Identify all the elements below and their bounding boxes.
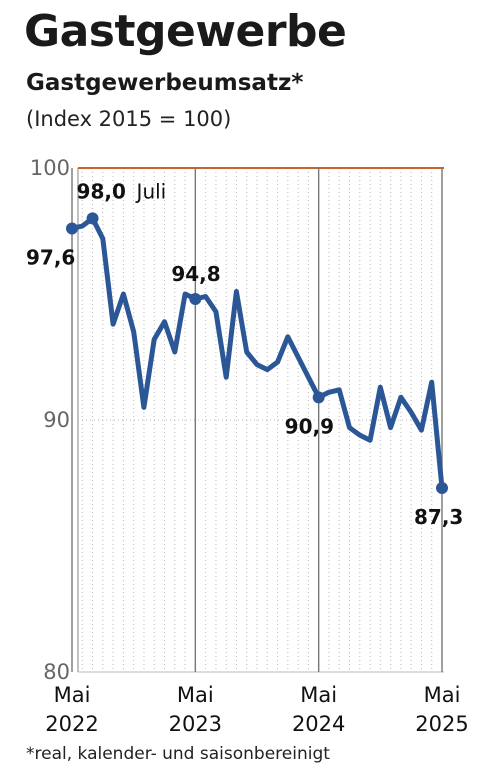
chart-footnote: *real, kalender- und saisonbereinigt <box>26 744 330 764</box>
x-tick-label-year: 2024 <box>292 712 345 736</box>
data-point-marker <box>436 482 448 495</box>
series-line <box>69 215 445 491</box>
chart-index-note: (Index 2015 = 100) <box>26 107 232 131</box>
chart-subtitle: Gastgewerbeumsatz* <box>26 70 304 96</box>
x-tick-label-month: Mai <box>424 683 461 707</box>
x-tick-label-year: 2023 <box>169 712 222 736</box>
x-tick-label-year: 2025 <box>415 712 468 736</box>
data-point-marker <box>66 222 78 235</box>
data-label: 87,3 <box>414 505 463 529</box>
data-label: 97,6 <box>26 245 75 269</box>
x-tick-label-month: Mai <box>177 683 214 707</box>
data-label: 90,9 <box>285 414 334 438</box>
data-label: 98,0 <box>77 179 126 203</box>
y-tick-label: 80 <box>43 660 70 684</box>
data-label: 94,8 <box>171 262 220 286</box>
data-label-suffix: Juli <box>135 179 167 203</box>
chart-title: Gastgewerbe <box>24 6 347 57</box>
y-tick-label: 90 <box>43 408 70 432</box>
x-tick-label-year: 2022 <box>45 712 98 736</box>
data-point-marker <box>189 293 202 306</box>
x-tick-label-month: Mai <box>300 683 337 707</box>
data-point-marker <box>86 212 99 225</box>
data-point-marker <box>312 391 325 404</box>
y-tick-label: 100 <box>30 156 70 180</box>
x-tick-label-month: Mai <box>54 683 91 707</box>
